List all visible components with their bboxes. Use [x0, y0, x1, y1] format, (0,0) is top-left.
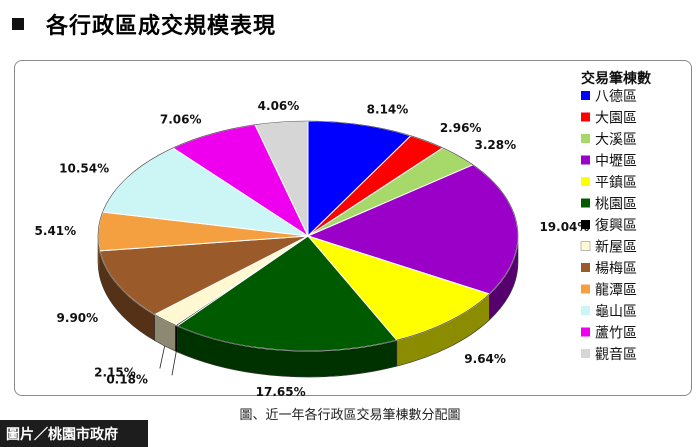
legend-item-2: 大園區	[595, 111, 637, 127]
legend-title: 交易筆棟數	[581, 70, 651, 87]
legend-item-3: 大溪區	[595, 132, 637, 148]
slice-2-label: 2.96%	[440, 121, 482, 135]
slice-11-label: 10.54%	[59, 162, 109, 176]
legend-swatch-5	[581, 177, 590, 186]
slice-7-label: 0.18%	[106, 372, 148, 386]
pie-rim	[97, 120, 519, 352]
pie-labels: 8.14% 2.96% 3.28% 19.04% 9.64% 17.65% 0.18%2.1…	[35, 99, 590, 397]
figure-caption: 圖、近一年各行政區交易筆棟數分配圖	[239, 408, 461, 423]
slice-6-label: 17.65%	[256, 385, 306, 397]
legend-swatch-9	[581, 263, 590, 272]
slice-7-leader	[171, 351, 177, 376]
slice-13-label: 4.06%	[258, 99, 300, 113]
slice-10-label: 5.41%	[35, 224, 77, 238]
legend-item-13: 觀音區	[595, 346, 637, 363]
title-bullet-icon	[12, 18, 24, 30]
legend-swatch-13	[581, 349, 590, 358]
legend-swatch-6	[581, 198, 590, 208]
slice-3-label: 3.28%	[474, 138, 516, 152]
legend-item-5: 平鎮區	[595, 175, 637, 191]
chart-frame: 8.14% 2.96% 3.28% 19.04% 9.64% 17.65% 0.18% 2.1…	[14, 60, 692, 397]
pie-chart: 8.14% 2.96% 3.28% 19.04% 9.64% 17.65% 0.18%2.1…	[35, 70, 651, 397]
legend-item-10: 龍潭區	[595, 282, 637, 299]
slice-4-label: 19.04%	[539, 220, 589, 234]
slice-9-label: 9.90%	[57, 311, 99, 325]
legend-item-11: 龜山區	[595, 304, 637, 320]
legend-swatch-2	[581, 112, 590, 122]
slice-12-label: 7.06%	[160, 113, 202, 127]
page-title-row: 各行政區成交規模表現	[12, 6, 276, 42]
page-title: 各行政區成交規模表現	[46, 14, 277, 39]
legend-swatch-3	[581, 134, 590, 143]
legend-item-8: 新屋區	[595, 240, 637, 256]
legend-swatch-12	[581, 327, 590, 337]
legend-swatch-1	[581, 91, 590, 100]
legend-swatch-11	[581, 306, 590, 315]
legend: 交易筆棟數 八德區大園區大溪區中壢區平鎮區桃園區復興區新屋區楊梅區龍潭區龜山區蘆…	[580, 70, 651, 363]
image-credit: 圖片／桃園市政府	[0, 420, 148, 447]
legend-swatch-4	[581, 155, 590, 165]
legend-item-12: 蘆竹區	[595, 326, 637, 342]
slice-1-label: 8.14%	[367, 102, 409, 116]
slice-5-label: 9.64%	[464, 352, 506, 366]
legend-item-1: 八德區	[595, 89, 637, 105]
legend-item-7: 復興區	[595, 217, 637, 234]
slice-8-leader	[159, 345, 166, 369]
legend-swatch-7	[581, 220, 590, 229]
legend-swatch-8	[580, 241, 591, 251]
slice-8-label: 2.15%	[94, 365, 136, 379]
legend-item-6: 桃園區	[595, 197, 637, 213]
legend-swatch-10	[581, 284, 590, 294]
pie-top	[97, 120, 519, 352]
legend-item-9: 楊梅區	[595, 260, 637, 277]
legend-item-4: 中壢區	[595, 154, 637, 170]
